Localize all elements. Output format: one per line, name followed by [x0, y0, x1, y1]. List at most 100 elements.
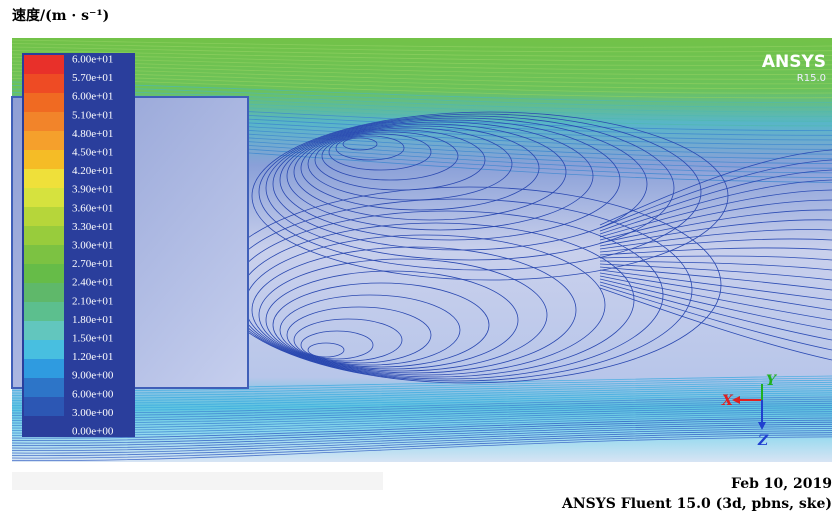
streamline	[599, 179, 832, 235]
axis-triad: X Y Z	[721, 373, 778, 449]
legend-label: 1.80e+01	[72, 314, 113, 326]
legend-label: 3.00e+01	[72, 240, 113, 252]
streamline	[599, 269, 832, 301]
version: R15.0	[797, 73, 826, 84]
legend-label: 3.30e+01	[72, 221, 113, 233]
streamline	[599, 229, 832, 250]
vortex-line	[279, 119, 621, 241]
legend-band	[24, 169, 64, 189]
vortex-line	[293, 123, 567, 221]
vortex-line	[321, 131, 459, 181]
legend-band	[24, 226, 64, 246]
streamline	[599, 169, 832, 232]
streamline	[12, 430, 832, 454]
legend-label: 3.00e+00	[72, 407, 114, 419]
vortex-line	[272, 117, 648, 251]
streamline	[12, 43, 832, 53]
vortex-line	[251, 111, 729, 281]
vortex-line	[286, 121, 594, 231]
x-arrowhead	[732, 396, 740, 404]
streamline	[12, 434, 832, 459]
streamline	[12, 436, 832, 462]
streamline	[599, 278, 832, 331]
streamline	[599, 284, 832, 351]
vortex-line	[279, 294, 461, 366]
legend-label: 2.40e+01	[72, 277, 113, 289]
vortex-line	[265, 270, 519, 370]
streamline	[599, 247, 832, 256]
streamline	[599, 275, 832, 321]
vortex-line	[314, 129, 486, 191]
streamline	[599, 272, 832, 311]
vortex-line	[328, 133, 432, 171]
vortex-line	[335, 135, 405, 161]
streamline	[12, 46, 832, 57]
streamline	[599, 159, 832, 229]
streamline	[599, 281, 832, 341]
legend-label: 9.00e+00	[72, 370, 114, 382]
legend-label: 2.10e+01	[72, 295, 113, 307]
streamline	[12, 426, 832, 449]
vortex-line	[286, 306, 432, 364]
streamline	[12, 50, 832, 62]
legend-band	[24, 283, 64, 303]
legend-band	[24, 207, 64, 227]
legend-label: 4.50e+01	[72, 147, 113, 159]
legend-label: 2.70e+01	[72, 258, 113, 270]
legend-band	[24, 340, 64, 360]
vortex-line	[307, 127, 513, 201]
footer-date: Feb 10, 2019	[731, 476, 832, 492]
z-label: Z	[757, 433, 769, 449]
streamline	[12, 421, 832, 444]
vortex-line	[300, 125, 540, 211]
streamline	[599, 209, 832, 244]
streamline	[12, 432, 832, 457]
legend-label: 3.90e+01	[72, 184, 113, 196]
legend-label: 1.50e+01	[72, 333, 113, 345]
vortex-line	[272, 282, 490, 368]
legend-band	[24, 188, 64, 208]
legend-label: 6.00e+01	[72, 54, 113, 66]
streamline	[599, 287, 832, 361]
logo: ANSYS	[762, 52, 826, 72]
legend-band	[24, 74, 64, 94]
legend-label: 0.00e+00	[72, 426, 114, 438]
streamline	[12, 428, 832, 452]
vortex-line	[307, 342, 345, 358]
legend-band	[24, 359, 64, 379]
vortex-line	[342, 137, 378, 151]
legend-band	[24, 416, 64, 436]
streamline	[12, 419, 832, 442]
streamline	[599, 255, 832, 261]
legend-band	[24, 245, 64, 265]
vortex-line	[251, 246, 577, 374]
y-label: Y	[766, 373, 778, 389]
streamline	[12, 423, 832, 447]
legend-label: 4.20e+01	[72, 165, 113, 177]
vortex-line	[293, 318, 403, 362]
legend-label: 1.20e+01	[72, 351, 113, 363]
vortex-line	[300, 330, 374, 360]
streamline	[599, 266, 832, 291]
x-label: X	[721, 393, 734, 409]
legend-band	[24, 378, 64, 398]
legend-band	[24, 302, 64, 322]
streamline	[599, 263, 832, 281]
legend-band	[24, 397, 64, 417]
streamline	[599, 219, 832, 247]
z-arrowhead	[758, 422, 766, 430]
streamline	[12, 417, 832, 439]
legend-label: 6.00e+01	[72, 91, 113, 103]
vortex-line	[258, 113, 702, 271]
legend-band	[24, 93, 64, 113]
legend-label: 5.10e+01	[72, 109, 113, 121]
legend-label: 4.80e+01	[72, 128, 113, 140]
legend-label: 5.70e+01	[72, 72, 113, 84]
legend-band	[24, 131, 64, 151]
streamline	[599, 260, 832, 271]
legend-band	[24, 112, 64, 132]
footer-panel	[12, 472, 383, 490]
legend-label: 3.60e+01	[72, 202, 113, 214]
